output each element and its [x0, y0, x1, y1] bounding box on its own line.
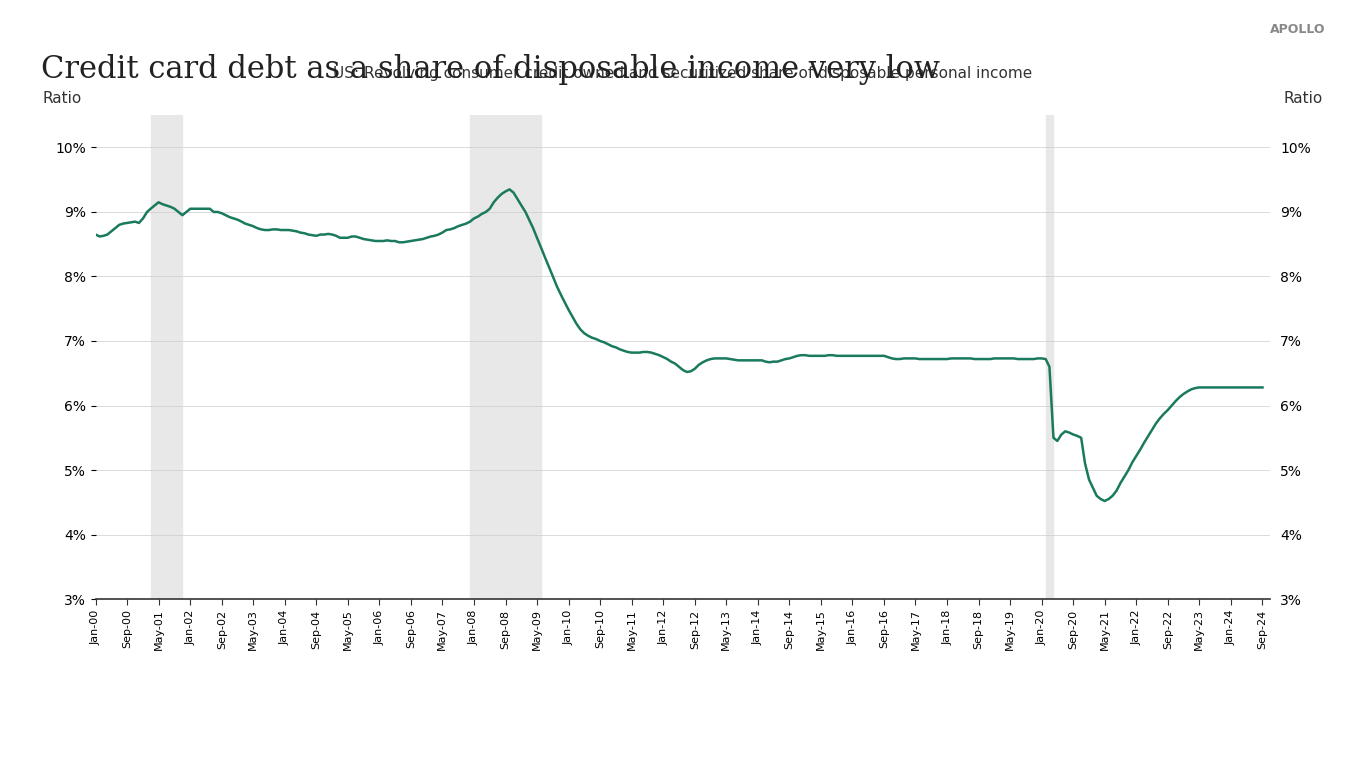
Text: APOLLO: APOLLO [1269, 23, 1325, 36]
Text: Ratio: Ratio [42, 91, 82, 105]
Text: Ratio: Ratio [1284, 91, 1324, 105]
Text: Credit card debt as a share of disposable income very low: Credit card debt as a share of disposabl… [41, 54, 940, 84]
Bar [150, 115, 183, 599]
Bar [1046, 115, 1053, 599]
Bar [470, 115, 541, 599]
Text: US: Revolving consumer credit owned and securitized share of disposable personal: US: Revolving consumer credit owned and … [333, 66, 1033, 81]
